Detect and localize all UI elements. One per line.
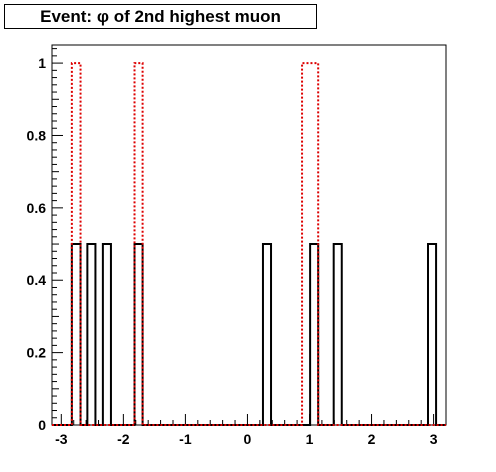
histogram-series	[52, 62, 446, 426]
chart-title: Event: φ of 2nd highest muon	[4, 4, 317, 29]
series-0-bin	[428, 244, 436, 425]
y-tick-label: 0.4	[27, 272, 47, 288]
x-tick-label: 0	[244, 431, 252, 447]
series-0-bin	[334, 244, 342, 425]
series-0-bin	[263, 244, 271, 425]
x-tick-label: 1	[306, 431, 314, 447]
y-tick-label: 0.2	[27, 345, 47, 361]
x-tick-label: 3	[430, 431, 438, 447]
y-tick-label: 0.6	[27, 200, 47, 216]
series-0-bin	[87, 244, 95, 425]
y-tick-label: 0.8	[27, 127, 47, 143]
x-tick-label: 2	[368, 431, 376, 447]
series-0-outline	[52, 243, 446, 426]
series-0-bin	[310, 244, 318, 425]
series-0-bin	[72, 244, 81, 425]
x-tick-label: -3	[55, 431, 68, 447]
y-tick-label: 0	[38, 417, 46, 433]
series-0-bin	[103, 244, 111, 425]
x-tick-label: -1	[179, 431, 192, 447]
series-0-bin	[135, 244, 143, 425]
series-1-outline	[52, 62, 446, 426]
y-tick-label: 1	[38, 55, 46, 71]
x-tick-label: -2	[117, 431, 130, 447]
